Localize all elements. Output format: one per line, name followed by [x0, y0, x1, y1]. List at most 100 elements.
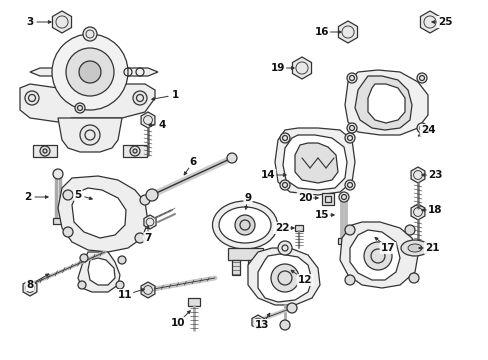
Text: 16: 16 — [314, 27, 328, 37]
Bar — [53, 218, 63, 224]
Text: 1: 1 — [171, 90, 178, 100]
Text: 2: 2 — [24, 192, 32, 202]
Polygon shape — [72, 188, 126, 238]
Text: 17: 17 — [380, 243, 394, 253]
Polygon shape — [143, 215, 156, 229]
Polygon shape — [349, 230, 399, 280]
Polygon shape — [338, 21, 357, 43]
Circle shape — [133, 91, 147, 105]
Polygon shape — [141, 112, 155, 128]
Text: 13: 13 — [254, 320, 269, 330]
Circle shape — [135, 233, 145, 243]
Bar — [231, 260, 240, 275]
Bar — [187, 298, 200, 306]
Circle shape — [53, 169, 63, 179]
Circle shape — [63, 227, 73, 237]
Circle shape — [416, 123, 426, 133]
Polygon shape — [78, 252, 120, 292]
Circle shape — [25, 91, 39, 105]
Polygon shape — [420, 11, 439, 33]
Circle shape — [118, 256, 126, 264]
Polygon shape — [410, 167, 424, 183]
Circle shape — [235, 215, 254, 235]
Text: 22: 22 — [274, 223, 289, 233]
Polygon shape — [274, 128, 354, 195]
Ellipse shape — [219, 207, 270, 243]
Polygon shape — [251, 315, 264, 329]
Text: 14: 14 — [260, 170, 275, 180]
Bar — [337, 238, 349, 244]
Circle shape — [79, 61, 101, 83]
Polygon shape — [339, 222, 417, 288]
Bar — [247, 260, 256, 275]
Text: 15: 15 — [314, 210, 328, 220]
Circle shape — [116, 281, 124, 289]
Ellipse shape — [212, 201, 277, 249]
Bar — [227, 248, 263, 260]
Circle shape — [286, 303, 296, 313]
Polygon shape — [33, 145, 57, 157]
Polygon shape — [141, 282, 155, 298]
Circle shape — [363, 242, 391, 270]
Polygon shape — [20, 84, 155, 122]
Circle shape — [278, 241, 291, 255]
Text: 8: 8 — [26, 280, 34, 290]
Text: 23: 23 — [427, 170, 441, 180]
Polygon shape — [88, 258, 115, 285]
Polygon shape — [58, 118, 122, 152]
Circle shape — [63, 190, 73, 200]
Circle shape — [346, 73, 356, 83]
Circle shape — [40, 146, 50, 156]
Polygon shape — [58, 176, 148, 252]
Polygon shape — [410, 204, 424, 220]
Bar — [325, 196, 330, 202]
Text: 4: 4 — [158, 120, 165, 130]
Circle shape — [83, 27, 97, 41]
Circle shape — [80, 254, 88, 262]
Circle shape — [140, 195, 150, 205]
Text: 10: 10 — [170, 318, 185, 328]
Circle shape — [408, 273, 418, 283]
Text: 6: 6 — [189, 157, 196, 167]
Circle shape — [280, 133, 289, 143]
Circle shape — [345, 180, 354, 190]
Text: 9: 9 — [244, 193, 251, 203]
Polygon shape — [110, 68, 158, 76]
Text: 3: 3 — [26, 17, 34, 27]
Circle shape — [345, 225, 354, 235]
Polygon shape — [292, 57, 311, 79]
Circle shape — [75, 103, 85, 113]
Polygon shape — [345, 70, 427, 135]
Circle shape — [78, 281, 86, 289]
Polygon shape — [52, 11, 71, 33]
Text: 5: 5 — [74, 190, 81, 200]
Polygon shape — [367, 84, 404, 123]
Polygon shape — [30, 68, 68, 76]
Polygon shape — [354, 76, 411, 130]
Circle shape — [346, 123, 356, 133]
Text: 25: 25 — [437, 17, 451, 27]
Polygon shape — [294, 143, 337, 183]
Circle shape — [146, 189, 158, 201]
Circle shape — [345, 133, 354, 143]
Circle shape — [345, 275, 354, 285]
Text: 21: 21 — [424, 243, 438, 253]
Circle shape — [280, 320, 289, 330]
Ellipse shape — [400, 240, 428, 256]
Circle shape — [226, 153, 237, 163]
Circle shape — [338, 192, 348, 202]
Polygon shape — [247, 248, 319, 305]
Text: 12: 12 — [297, 275, 312, 285]
Polygon shape — [23, 280, 37, 296]
Bar — [294, 225, 303, 231]
Circle shape — [66, 48, 114, 96]
Text: 19: 19 — [270, 63, 285, 73]
Polygon shape — [123, 145, 147, 157]
Circle shape — [280, 180, 289, 190]
Circle shape — [270, 264, 298, 292]
Text: 11: 11 — [118, 290, 132, 300]
Polygon shape — [258, 254, 311, 302]
Text: 20: 20 — [297, 193, 312, 203]
Circle shape — [416, 73, 426, 83]
Circle shape — [52, 34, 128, 110]
